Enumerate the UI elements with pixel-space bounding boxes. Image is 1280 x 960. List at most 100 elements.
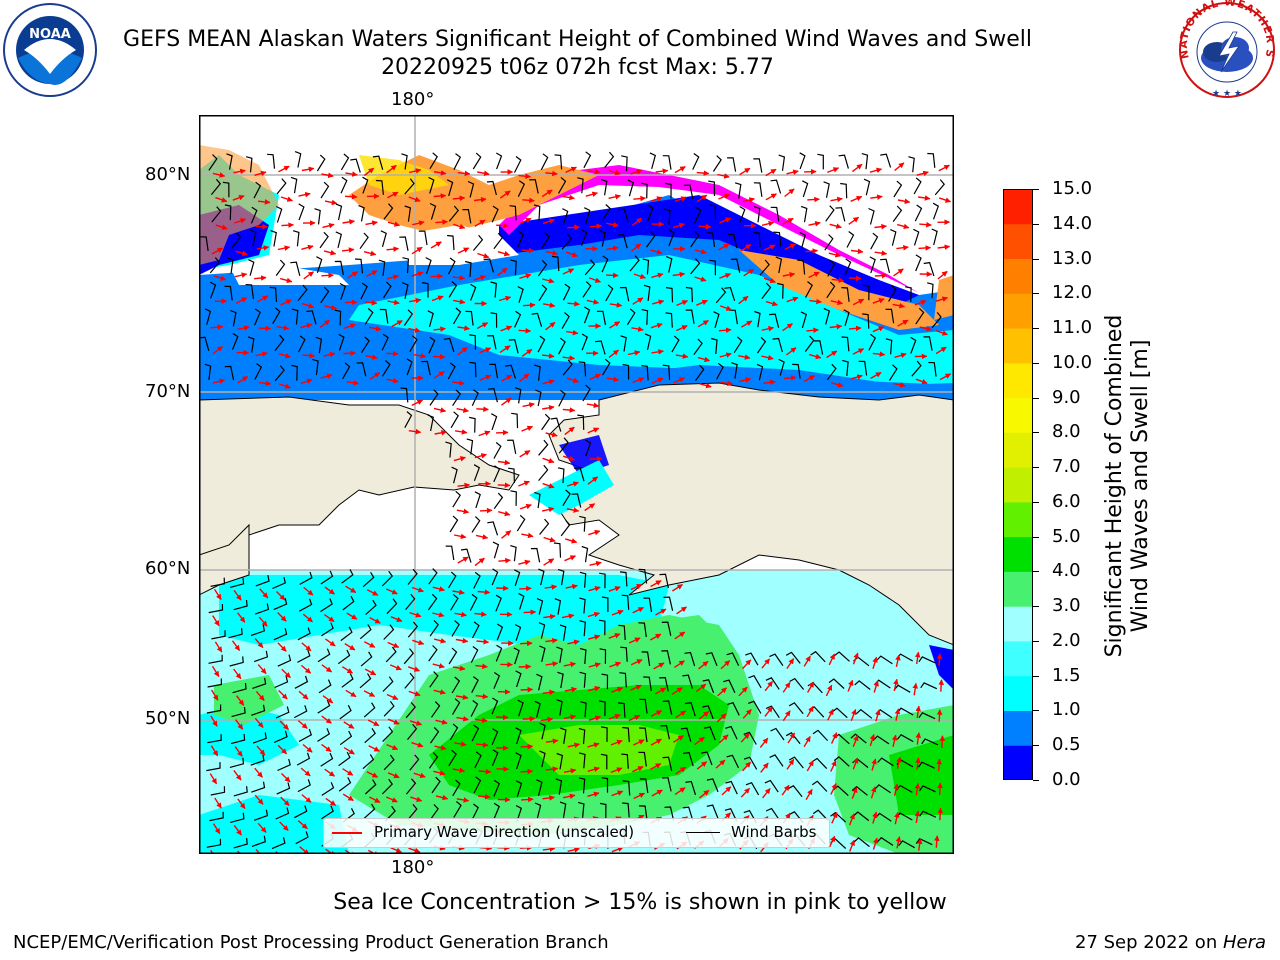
- wind-barb: [880, 153, 892, 168]
- wind-barb: [298, 335, 306, 353]
- wind-barb: [537, 259, 548, 277]
- wind-barb: [787, 785, 803, 798]
- wave-direction-arrow: [828, 653, 836, 666]
- wind-barb: [928, 361, 937, 377]
- wave-direction-arrow: [826, 350, 838, 359]
- wave-direction-arrow: [763, 277, 776, 284]
- wind-barb: [495, 594, 502, 612]
- wind-barb: [557, 568, 565, 586]
- wave-direction-arrow: [914, 810, 921, 824]
- wind-barb: [464, 260, 472, 277]
- wave-direction-arrow: [676, 300, 689, 307]
- wave-direction-arrow: [848, 813, 855, 826]
- wave-direction-arrow: [831, 811, 838, 824]
- wind-barb: [338, 751, 351, 767]
- wind-barb: [208, 154, 218, 171]
- wave-direction-arrow: [454, 429, 468, 435]
- wave-direction-arrow: [934, 835, 940, 848]
- wind-barb: [539, 518, 550, 535]
- wave-direction-arrow: [344, 643, 356, 651]
- wave-direction-arrow: [542, 482, 555, 489]
- wind-barb: [622, 364, 630, 380]
- wind-barb: [888, 364, 898, 381]
- wind-barb: [649, 152, 657, 170]
- wave-direction-arrow: [782, 323, 793, 332]
- wave-direction-arrow: [432, 354, 446, 360]
- wind-barb: [451, 698, 461, 715]
- wind-barb: [662, 777, 672, 792]
- wave-direction-arrow: [760, 762, 769, 773]
- wind-barb: [448, 281, 458, 298]
- wave-direction-arrow: [781, 784, 790, 796]
- wind-barb: [273, 598, 288, 611]
- wave-direction-arrow: [545, 250, 559, 256]
- wave-direction-arrow: [848, 325, 862, 332]
- wave-direction-arrow: [456, 407, 469, 413]
- wind-barb: [230, 812, 245, 823]
- wave-direction-arrow: [720, 660, 731, 670]
- wave-direction-arrow: [478, 768, 492, 775]
- wave-direction-arrow: [518, 663, 532, 670]
- wind-barb: [363, 702, 376, 718]
- wave-direction-arrow: [545, 321, 556, 331]
- wind-barb: [802, 180, 809, 198]
- colorbar-tick-label: 6.0: [1052, 490, 1081, 512]
- wave-direction-arrow: [476, 742, 489, 748]
- wave-direction-arrow: [452, 275, 466, 281]
- wind-barb: [927, 152, 936, 168]
- wind-barb: [207, 734, 222, 744]
- wave-direction-arrow: [545, 766, 559, 772]
- wind-barb: [638, 622, 647, 638]
- wind-barb: [638, 751, 647, 767]
- lat-label-50: 50°N: [145, 708, 191, 729]
- wave-direction-arrow: [237, 798, 246, 809]
- wave-direction-arrow: [323, 614, 335, 623]
- wave-direction-arrow: [939, 373, 952, 381]
- wave-direction-arrow: [254, 794, 264, 805]
- wave-direction-arrow: [870, 786, 877, 799]
- wave-direction-arrow: [343, 350, 356, 357]
- wave-direction-arrow: [474, 453, 487, 459]
- wave-direction-arrow: [255, 351, 268, 357]
- wind-barb: [584, 439, 592, 457]
- wind-barb: [666, 256, 673, 273]
- wind-barb: [639, 727, 648, 743]
- wave-direction-arrow: [235, 719, 244, 730]
- wave-direction-arrow: [454, 611, 467, 618]
- wind-barb: [621, 155, 628, 172]
- wave-direction-arrow: [915, 705, 921, 719]
- wind-barb: [761, 282, 772, 299]
- wave-direction-arrow: [631, 217, 643, 227]
- wind-barb: [514, 310, 522, 328]
- wave-direction-arrow: [363, 690, 376, 698]
- wind-barb: [578, 728, 586, 745]
- wave-direction-arrow: [302, 352, 316, 359]
- wind-barb: [915, 254, 922, 272]
- wind-barb: [407, 621, 419, 638]
- wave-direction-arrow: [501, 374, 513, 382]
- wind-barb: [253, 181, 262, 199]
- wind-barb: [224, 204, 232, 221]
- wave-direction-arrow: [694, 248, 707, 255]
- wind-barb: [828, 678, 845, 689]
- wind-barb: [382, 676, 394, 692]
- wind-barb: [365, 599, 377, 616]
- noaa-logo-text: NOAA: [29, 27, 71, 42]
- footer-credit: NCEP/EMC/Verification Post Processing Pr…: [13, 932, 609, 953]
- colorbar-tick-mark: [1033, 432, 1039, 434]
- wave-direction-arrow: [300, 323, 313, 329]
- wind-barb: [869, 256, 876, 274]
- wind-barb: [380, 230, 387, 247]
- wind-barb: [534, 364, 541, 381]
- wind-barb: [826, 281, 836, 299]
- colorbar-tick-label: 15.0: [1052, 178, 1093, 199]
- wave-direction-arrow: [543, 558, 555, 566]
- colorbar-tick-mark: [1033, 258, 1039, 260]
- wave-direction-arrow: [341, 666, 353, 674]
- wind-barb: [725, 780, 738, 795]
- wind-barb: [601, 255, 609, 273]
- wave-direction-arrow: [233, 769, 242, 781]
- wind-barb: [517, 230, 525, 248]
- wind-barb: [431, 701, 441, 718]
- wind-barb: [473, 776, 482, 794]
